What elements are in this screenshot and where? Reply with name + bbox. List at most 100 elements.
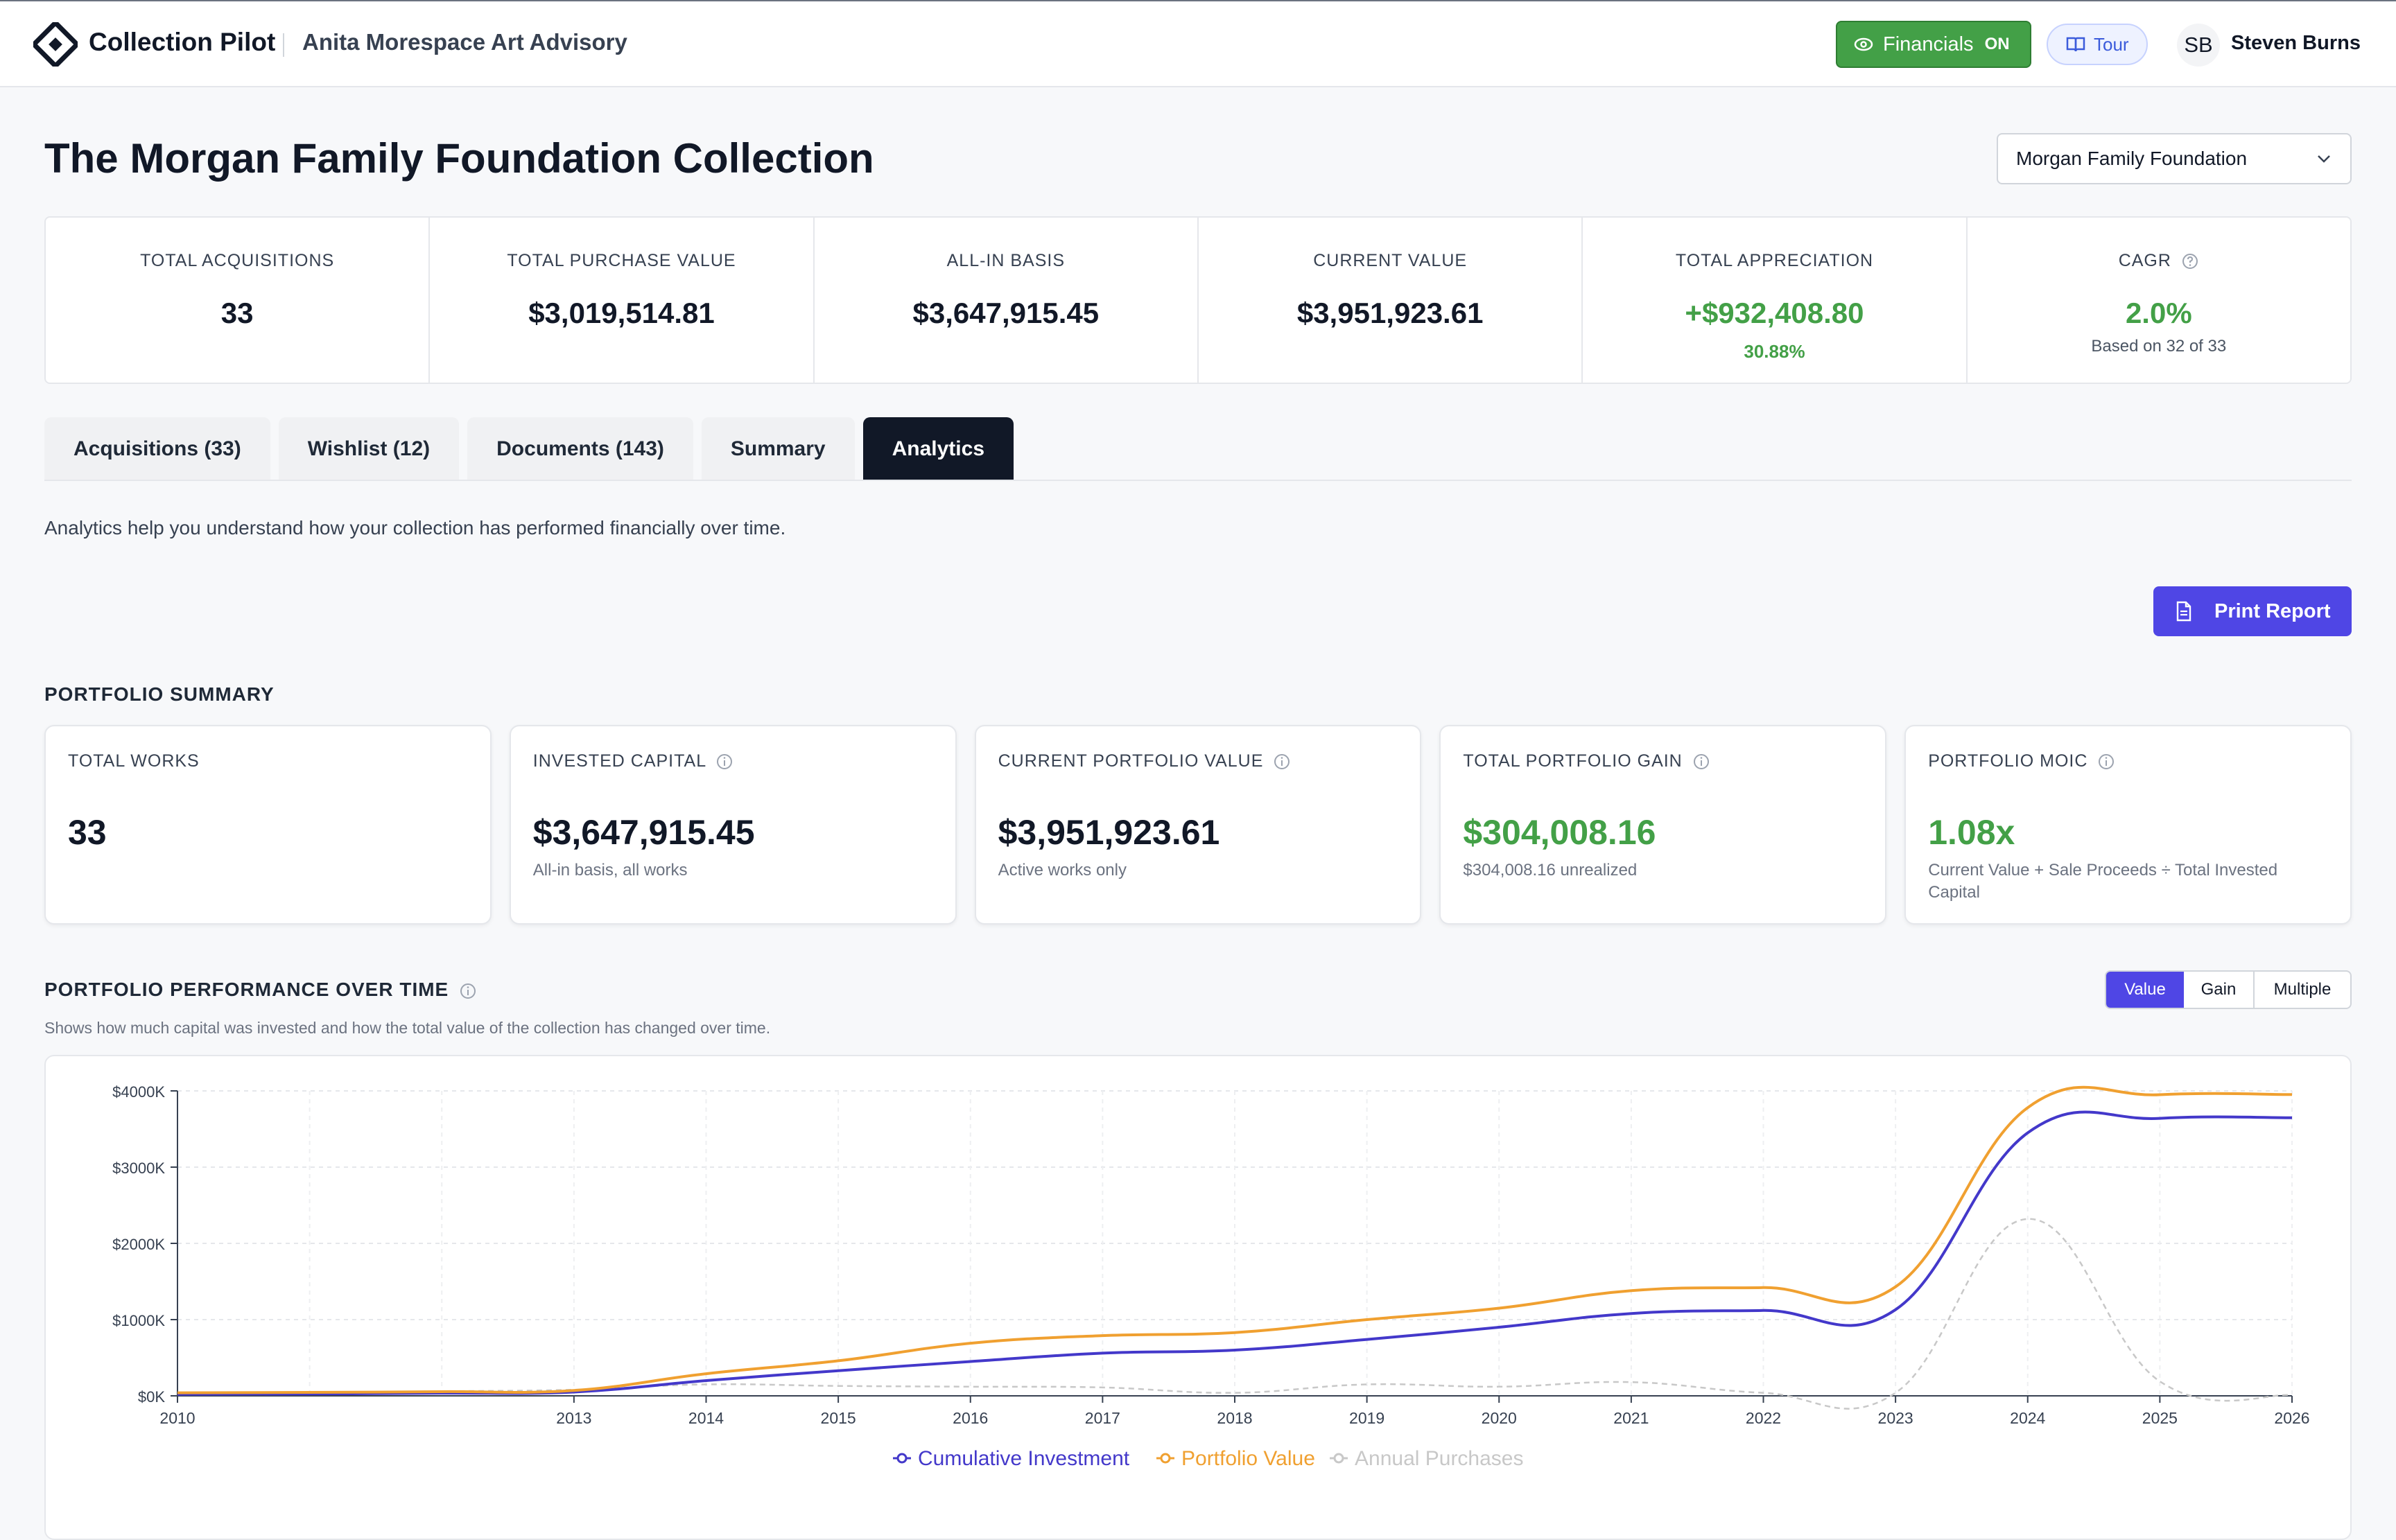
x-tick-label: 2026 — [2274, 1409, 2309, 1427]
card-invested-capital: INVESTED CAPITAL $3,647,915.45 All-in ba… — [509, 725, 957, 925]
x-tick-label: 2025 — [2142, 1409, 2178, 1427]
series-portfolio-value — [177, 1085, 2293, 1394]
entity-select[interactable]: Morgan Family Foundation — [1997, 133, 2352, 184]
card-value: $3,951,923.61 — [998, 813, 1220, 852]
stat-label: CURRENT VALUE — [1313, 251, 1468, 270]
chart-title-text: PORTFOLIO PERFORMANCE OVER TIME — [44, 979, 449, 1000]
book-icon — [2066, 37, 2085, 52]
x-tick-label: 2024 — [2010, 1409, 2045, 1427]
chart-mode-toggle: Value Gain Multiple — [2105, 970, 2352, 1009]
tab-acquisitions[interactable]: Acquisitions (33) — [44, 417, 270, 481]
analytics-description: Analytics help you understand how your c… — [44, 517, 786, 539]
toggle-multiple[interactable]: Multiple — [2273, 980, 2332, 999]
legend-swatch-dot — [896, 1453, 908, 1464]
toggle-value[interactable]: Value — [2106, 972, 2184, 1008]
chart-subtitle: Shows how much capital was invested and … — [44, 1019, 771, 1037]
summary-stats: TOTAL ACQUISITIONS 33 TOTAL PURCHASE VAL… — [44, 216, 2352, 384]
card-total-works: TOTAL WORKS 33 — [44, 725, 492, 925]
info-icon[interactable] — [459, 982, 477, 1000]
x-tick-label: 2014 — [688, 1409, 724, 1427]
header-divider — [283, 33, 284, 57]
info-icon[interactable] — [2097, 753, 2115, 771]
performance-chart: $0K $1000K $2000K $3000K $4000K 2010 2013 2014 2… — [112, 1083, 2309, 1470]
card-value: 33 — [68, 813, 107, 852]
chevron-down-icon — [2318, 155, 2330, 163]
financials-toggle-button[interactable]: Financials ON — [1836, 21, 2031, 68]
avatar[interactable]: SB — [2177, 24, 2220, 67]
stat-label: TOTAL APPRECIATION — [1675, 251, 1874, 270]
org-name: Anita Morespace Art Advisory — [302, 29, 627, 55]
info-icon[interactable] — [715, 753, 733, 771]
x-tick-label: 2021 — [1613, 1409, 1649, 1427]
tour-label: Tour — [2094, 33, 2129, 55]
tab-analytics[interactable]: Analytics — [862, 417, 1014, 481]
print-report-button[interactable]: Print Report — [2153, 586, 2352, 636]
stat-current-value: CURRENT VALUE $3,951,923.61 — [1199, 218, 1583, 383]
card-sub: Current Value + Sale Proceeds ÷ Total In… — [1928, 861, 2278, 902]
card-label-text: CURRENT PORTFOLIO VALUE — [998, 751, 1264, 771]
card-label-text: PORTFOLIO MOIC — [1928, 751, 2088, 771]
page-title: The Morgan Family Foundation Collection — [44, 135, 874, 182]
collection-pilot-logo-icon[interactable] — [33, 22, 78, 67]
stat-label: TOTAL PURCHASE VALUE — [507, 251, 736, 270]
stat-sub: 30.88% — [1744, 341, 1805, 362]
stat-label: TOTAL ACQUISITIONS — [140, 251, 335, 270]
tab-wishlist[interactable]: Wishlist (12) — [278, 417, 460, 481]
card-sub: $304,008.16 unrealized — [1463, 861, 1638, 880]
legend-swatch-dot — [1160, 1453, 1171, 1464]
card-label: TOTAL WORKS — [68, 751, 200, 771]
x-tick-label: 2018 — [1217, 1409, 1252, 1427]
card-label: INVESTED CAPITAL — [533, 751, 733, 771]
stat-sub: Based on 32 of 33 — [2091, 337, 2227, 356]
help-icon[interactable] — [2181, 252, 2199, 270]
legend-label: Cumulative Investment — [918, 1447, 1130, 1470]
stat-all-in-basis: ALL-IN BASIS $3,647,915.45 — [815, 218, 1199, 383]
stat-value: 2.0% — [2125, 297, 2192, 329]
card-label-text: TOTAL PORTFOLIO GAIN — [1463, 751, 1683, 771]
legend-swatch-dot — [1333, 1453, 1344, 1464]
entity-select-value: Morgan Family Foundation — [2016, 148, 2248, 169]
stat-cagr: CAGR 2.0% Based on 32 of 33 — [1968, 218, 2350, 383]
chart-title: PORTFOLIO PERFORMANCE OVER TIME — [44, 979, 477, 1001]
app-name[interactable]: Collection Pilot — [89, 28, 276, 56]
tab-bar: Acquisitions (33) Wishlist (12) Document… — [44, 417, 1014, 481]
tab-documents[interactable]: Documents (143) — [467, 417, 693, 481]
tour-button[interactable]: Tour — [2047, 24, 2148, 65]
card-value: $3,647,915.45 — [532, 813, 755, 852]
toggle-gain[interactable]: Gain — [2184, 972, 2255, 1008]
x-tick-label: 2013 — [556, 1409, 591, 1427]
stat-value: $3,019,514.81 — [528, 297, 715, 329]
y-tick-label: $2000K — [112, 1236, 165, 1253]
top-bar: Collection Pilot Anita Morespace Art Adv… — [0, 0, 2396, 87]
y-tick-label: $4000K — [112, 1083, 165, 1101]
x-tick-label: 2017 — [1085, 1409, 1120, 1427]
legend-label: Annual Purchases — [1355, 1447, 1524, 1470]
portfolio-summary-title: PORTFOLIO SUMMARY — [44, 683, 275, 705]
y-tick-label: $0K — [138, 1388, 165, 1406]
stat-value: $3,647,915.45 — [912, 297, 1100, 329]
info-icon[interactable] — [1273, 753, 1291, 771]
x-tick-label: 2015 — [821, 1409, 856, 1427]
card-label: CURRENT PORTFOLIO VALUE — [998, 751, 1292, 771]
financials-state: ON — [1984, 35, 2010, 53]
print-report-label: Print Report — [2214, 600, 2331, 622]
info-icon[interactable] — [1692, 753, 1710, 771]
stat-value: $3,951,923.61 — [1296, 297, 1484, 329]
card-sub: Active works only — [998, 861, 1127, 880]
stat-label-text: CAGR — [2118, 251, 2171, 270]
card-label-text: INVESTED CAPITAL — [532, 751, 706, 771]
x-tick-label: 2010 — [159, 1409, 195, 1427]
eye-icon — [1854, 37, 1873, 51]
user-name[interactable]: Steven Burns — [2231, 32, 2361, 54]
x-tick-label: 2023 — [1878, 1409, 1913, 1427]
card-portfolio-moic: PORTFOLIO MOIC 1.08x Current Value + Sal… — [1904, 725, 2352, 925]
stat-label: ALL-IN BASIS — [946, 251, 1066, 270]
card-value: 1.08x — [1928, 813, 2015, 852]
card-label: TOTAL PORTFOLIO GAIN — [1463, 751, 1710, 771]
x-tick-label: 2016 — [953, 1409, 988, 1427]
legend-label: Portfolio Value — [1181, 1447, 1315, 1470]
stat-total-purchase-value: TOTAL PURCHASE VALUE $3,019,514.81 — [430, 218, 815, 383]
card-sub: All-in basis, all works — [532, 861, 688, 880]
tab-summary[interactable]: Summary — [701, 417, 855, 481]
y-tick-label: $3000K — [112, 1160, 165, 1177]
